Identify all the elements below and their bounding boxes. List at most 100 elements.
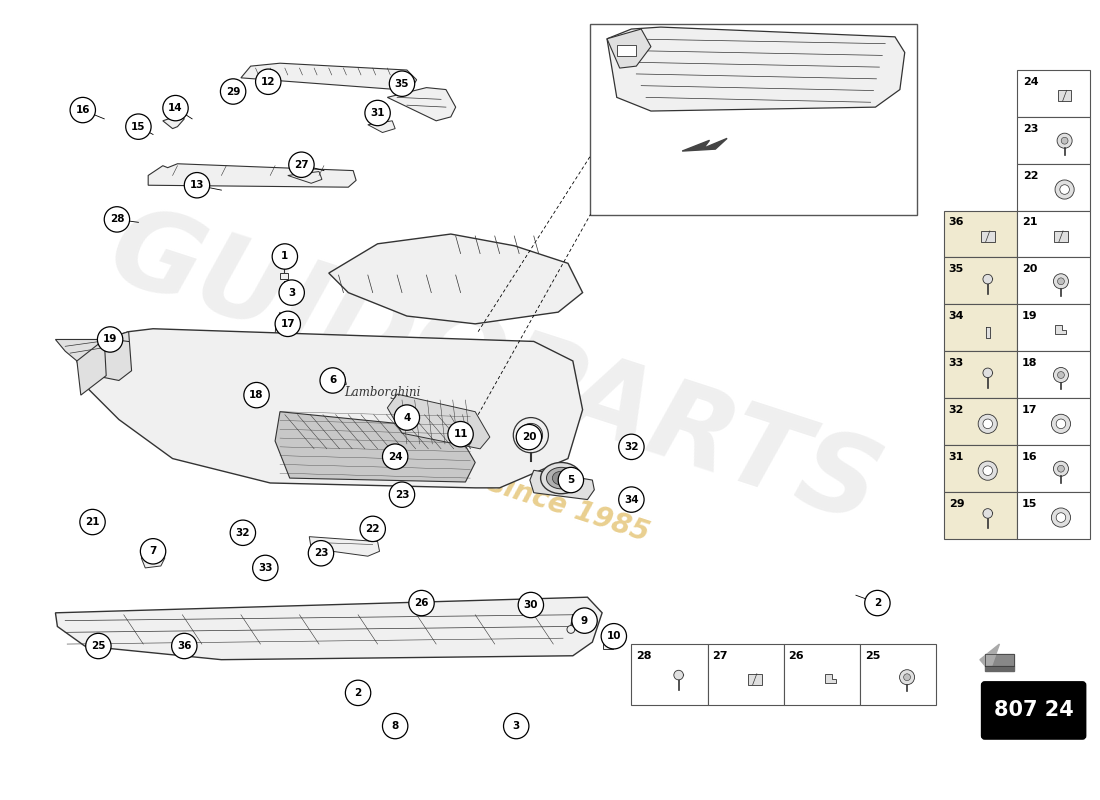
Polygon shape <box>77 329 583 488</box>
Circle shape <box>253 555 278 581</box>
Text: 23: 23 <box>395 490 409 500</box>
Circle shape <box>903 674 911 681</box>
Bar <box>1018 164 1090 210</box>
Bar <box>944 398 1018 445</box>
Bar <box>387 726 402 736</box>
Text: 21: 21 <box>1022 218 1037 227</box>
Circle shape <box>1057 133 1072 148</box>
Bar <box>603 641 613 649</box>
Circle shape <box>558 467 584 493</box>
Polygon shape <box>367 121 395 133</box>
Text: 17: 17 <box>1022 405 1037 415</box>
Text: 1: 1 <box>282 251 288 262</box>
Bar <box>944 258 1018 304</box>
Circle shape <box>618 434 645 459</box>
Bar <box>1018 398 1090 445</box>
Circle shape <box>409 590 434 616</box>
Text: 32: 32 <box>235 528 250 538</box>
Bar <box>944 351 1018 398</box>
Text: 14: 14 <box>168 103 183 113</box>
Bar <box>1018 492 1090 538</box>
Text: 15: 15 <box>1022 498 1037 509</box>
Circle shape <box>983 419 992 429</box>
Circle shape <box>279 280 305 306</box>
Circle shape <box>983 466 992 475</box>
Text: 16: 16 <box>76 105 90 115</box>
Polygon shape <box>275 312 283 335</box>
Text: 27: 27 <box>294 160 309 170</box>
Circle shape <box>272 244 297 269</box>
Polygon shape <box>387 394 490 449</box>
Circle shape <box>394 405 419 430</box>
Circle shape <box>141 538 166 564</box>
Circle shape <box>1057 371 1065 378</box>
Text: 28: 28 <box>110 214 124 224</box>
Bar <box>783 644 860 705</box>
Text: 24: 24 <box>388 452 403 462</box>
Text: 23: 23 <box>1023 124 1038 134</box>
Circle shape <box>220 79 245 104</box>
Circle shape <box>275 311 300 337</box>
Ellipse shape <box>540 462 582 494</box>
Text: 25: 25 <box>865 651 880 661</box>
Bar <box>981 231 994 242</box>
Text: 8: 8 <box>392 721 399 731</box>
Text: 33: 33 <box>948 358 964 368</box>
Text: 15: 15 <box>131 122 145 132</box>
Text: 807 24: 807 24 <box>993 701 1074 721</box>
Bar <box>944 492 1018 538</box>
Text: 36: 36 <box>177 641 191 651</box>
Text: 31: 31 <box>948 452 964 462</box>
Circle shape <box>244 382 270 408</box>
Text: 19: 19 <box>103 334 118 345</box>
Bar <box>280 273 288 279</box>
Circle shape <box>518 592 543 618</box>
Polygon shape <box>77 339 107 395</box>
Circle shape <box>601 623 627 649</box>
Text: 22: 22 <box>365 524 380 534</box>
Bar <box>748 674 761 685</box>
Text: 6: 6 <box>329 375 337 386</box>
Circle shape <box>463 437 471 445</box>
Circle shape <box>389 71 415 96</box>
Polygon shape <box>141 548 165 568</box>
Circle shape <box>365 100 390 126</box>
Text: 26: 26 <box>415 598 429 608</box>
Circle shape <box>389 482 415 507</box>
Circle shape <box>308 541 333 566</box>
Text: 16: 16 <box>1022 452 1037 462</box>
Polygon shape <box>329 234 583 324</box>
Bar <box>944 210 1018 258</box>
Circle shape <box>345 680 371 706</box>
Text: 11: 11 <box>453 429 468 439</box>
Bar <box>1058 90 1071 102</box>
Circle shape <box>618 487 645 512</box>
Text: 10: 10 <box>606 631 621 642</box>
Circle shape <box>289 152 315 178</box>
Polygon shape <box>163 115 185 129</box>
FancyBboxPatch shape <box>982 682 1086 738</box>
Circle shape <box>983 274 992 284</box>
Circle shape <box>516 425 541 450</box>
Text: 29: 29 <box>226 86 240 97</box>
Text: 28: 28 <box>636 651 652 661</box>
Polygon shape <box>607 27 905 111</box>
Circle shape <box>1056 419 1066 429</box>
Polygon shape <box>241 63 417 90</box>
Polygon shape <box>530 470 594 499</box>
Text: 20: 20 <box>1022 264 1037 274</box>
Text: 23: 23 <box>314 548 328 558</box>
Bar <box>1018 304 1090 351</box>
Text: 5: 5 <box>568 475 574 485</box>
Circle shape <box>1055 180 1075 199</box>
Bar <box>591 24 917 214</box>
Polygon shape <box>986 327 990 338</box>
Circle shape <box>320 368 345 393</box>
Circle shape <box>978 461 998 480</box>
Polygon shape <box>387 88 455 121</box>
Text: 31: 31 <box>371 108 385 118</box>
Circle shape <box>448 422 473 447</box>
Circle shape <box>1057 278 1065 285</box>
Circle shape <box>172 634 197 658</box>
Circle shape <box>80 510 106 534</box>
